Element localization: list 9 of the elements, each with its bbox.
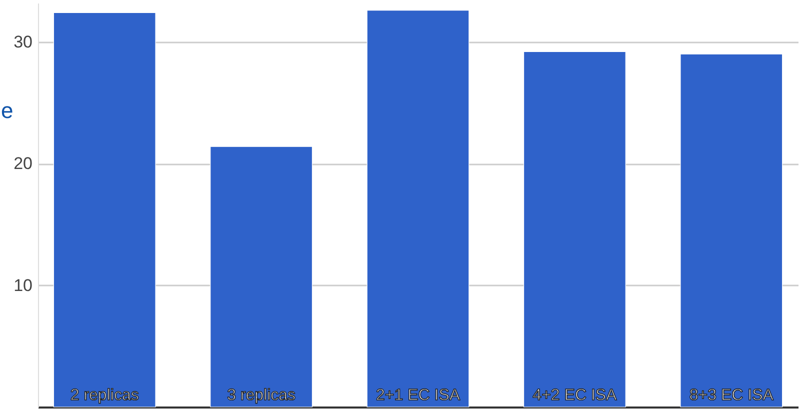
- x-tick-label: 3 replicas: [227, 387, 296, 404]
- y-tick-label: 20: [14, 154, 32, 174]
- x-tick-label: 2 replicas: [70, 387, 139, 404]
- y-tick-label: 10: [14, 276, 32, 295]
- text: e: [1, 98, 14, 123]
- y-tick-label: 30: [14, 32, 32, 52]
- x-tick-label: 4+2 EC ISA: [532, 387, 618, 404]
- x-tick-label: 8+3 EC ISA: [689, 387, 774, 404]
- x-tick-label: 2+1 EC ISA: [376, 387, 460, 404]
